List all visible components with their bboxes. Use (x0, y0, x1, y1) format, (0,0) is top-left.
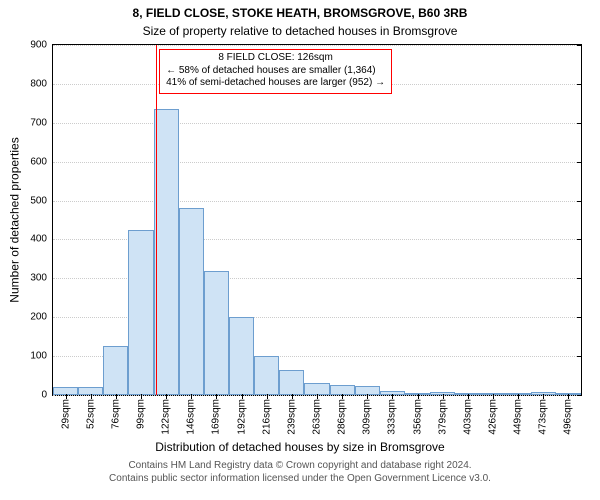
chart-title: 8, FIELD CLOSE, STOKE HEATH, BROMSGROVE,… (0, 6, 600, 20)
y-tick-label: 300 (30, 273, 53, 284)
reference-line (156, 45, 157, 395)
chart-subtitle: Size of property relative to detached ho… (0, 24, 600, 38)
x-tick-label: 496sqm (563, 399, 574, 435)
y-tick-label: 200 (30, 312, 53, 323)
bar (229, 317, 254, 395)
bar (179, 208, 204, 395)
y-axis-label-container: Number of detached properties (8, 0, 22, 440)
annotation-line: 8 FIELD CLOSE: 126sqm (166, 52, 385, 65)
chart-container: 8, FIELD CLOSE, STOKE HEATH, BROMSGROVE,… (0, 0, 600, 500)
x-tick-label: 473sqm (538, 399, 549, 435)
x-tick-label: 286sqm (337, 399, 348, 435)
y-tick-label: 100 (30, 351, 53, 362)
x-tick-label: 426sqm (488, 399, 499, 435)
y-tick-label: 0 (41, 390, 53, 401)
x-tick-label: 76sqm (110, 399, 121, 429)
x-tick-label: 239sqm (286, 399, 297, 435)
credits: Contains HM Land Registry data © Crown c… (0, 460, 600, 485)
bar (279, 370, 304, 395)
x-tick-label: 309sqm (362, 399, 373, 435)
x-tick-label: 146sqm (186, 399, 197, 435)
x-tick-label: 192sqm (236, 399, 247, 435)
x-tick-label: 52sqm (85, 399, 96, 429)
annotation-line: ← 58% of detached houses are smaller (1,… (166, 65, 385, 78)
y-tick-label: 800 (30, 78, 53, 89)
annotation-box: 8 FIELD CLOSE: 126sqm← 58% of detached h… (159, 49, 392, 94)
x-tick-label: 403sqm (462, 399, 473, 435)
y-tick-label: 500 (30, 195, 53, 206)
y-tick-label: 400 (30, 234, 53, 245)
x-tick-label: 449sqm (513, 399, 524, 435)
y-axis-label: Number of detached properties (8, 137, 22, 302)
bar (154, 109, 179, 395)
x-axis-label: Distribution of detached houses by size … (0, 440, 600, 454)
x-tick-label: 122sqm (161, 399, 172, 435)
gridline (53, 45, 581, 46)
bar (254, 356, 279, 395)
gridline (53, 123, 581, 124)
x-tick-label: 169sqm (211, 399, 222, 435)
bar (103, 346, 128, 395)
gridline (53, 162, 581, 163)
x-tick-label: 29sqm (60, 399, 71, 429)
credits-line2: Contains public sector information licen… (0, 473, 600, 486)
y-tick-label: 600 (30, 156, 53, 167)
plot-area: 8 FIELD CLOSE: 126sqm← 58% of detached h… (52, 44, 582, 396)
credits-line1: Contains HM Land Registry data © Crown c… (0, 460, 600, 473)
y-tick-label: 700 (30, 117, 53, 128)
y-tick-label: 900 (30, 40, 53, 51)
x-tick-label: 333sqm (387, 399, 398, 435)
bar (128, 230, 153, 395)
x-tick-label: 379sqm (437, 399, 448, 435)
x-tick-label: 99sqm (136, 399, 147, 429)
x-tick-label: 356sqm (412, 399, 423, 435)
x-tick-label: 263sqm (312, 399, 323, 435)
bar (204, 271, 229, 395)
gridline (53, 201, 581, 202)
annotation-line: 41% of semi-detached houses are larger (… (166, 77, 385, 90)
x-tick-label: 216sqm (261, 399, 272, 435)
